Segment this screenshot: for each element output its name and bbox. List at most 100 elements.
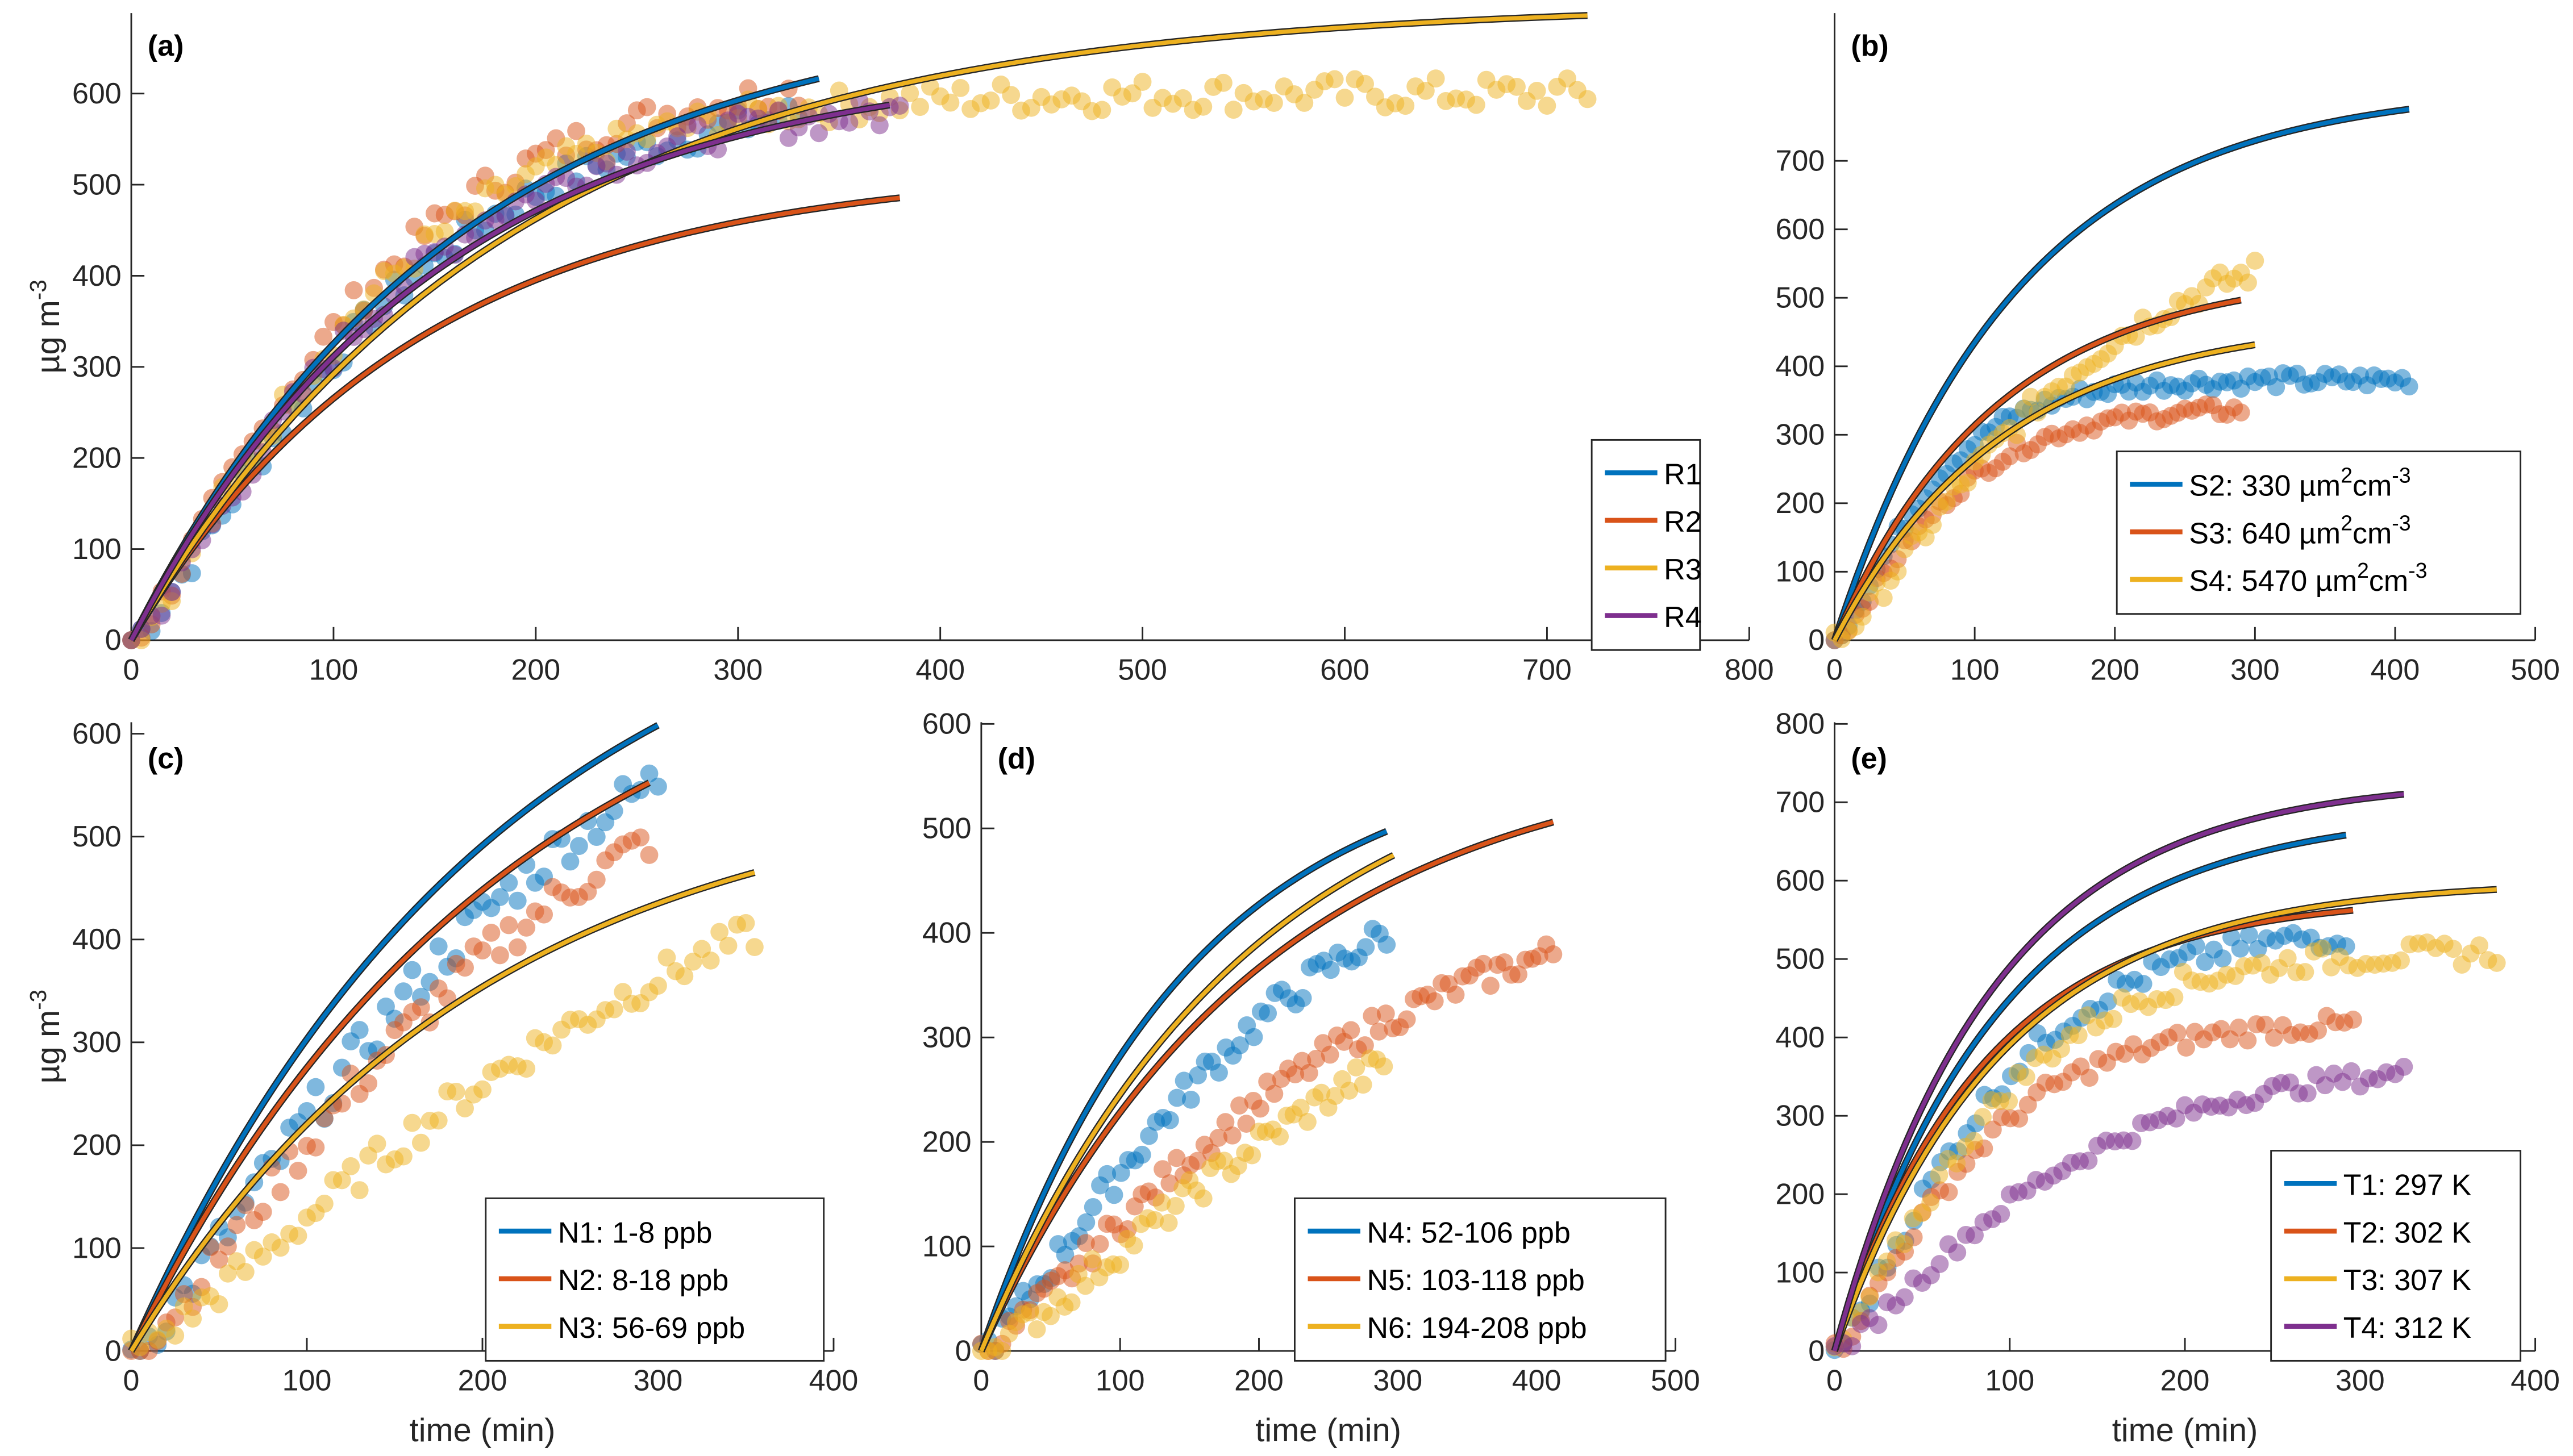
scatter-point (1231, 1036, 1249, 1054)
scatter-point (638, 98, 656, 116)
scatter-point (1356, 938, 1375, 957)
scatter-point (810, 124, 828, 143)
scatter-point (1895, 1235, 1914, 1253)
scatter-point (1090, 1234, 1109, 1253)
scatter-point (1209, 1129, 1228, 1147)
legend: S2: 330 µm2cm-3S3: 640 µm2cm-3S4: 5470 µ… (2116, 450, 2522, 615)
legend-label-R4: R4 (1664, 601, 1701, 634)
scatter-point (1509, 965, 1527, 984)
y-axis-label-superscript: -3 (25, 990, 51, 1010)
fit-line-N6 (979, 853, 1395, 1352)
scatter-point (871, 116, 889, 135)
scatter-point (2256, 1015, 2275, 1034)
scatter-point (1974, 1108, 1992, 1127)
y-tick-label: 0 (105, 624, 122, 657)
x-tick-label: 400 (809, 1364, 859, 1397)
scatter-series-T4 (1825, 1058, 2413, 1355)
scatter-point (2487, 954, 2506, 972)
y-tick-label: 200 (1775, 487, 1825, 520)
scatter-point (1152, 1193, 1171, 1212)
scatter-point (1215, 1152, 1234, 1170)
scatter-point (1369, 1022, 1388, 1041)
scatter-point (306, 1138, 325, 1157)
scatter-point (1356, 74, 1374, 93)
scatter-point (535, 905, 553, 924)
y-tick-label: 600 (922, 708, 972, 741)
scatter-point (2395, 1058, 2413, 1076)
scatter-point (1140, 1127, 1158, 1145)
fit-line-S3 (1833, 298, 2242, 641)
scatter-point (1210, 1063, 1228, 1082)
scatter-point (2231, 939, 2250, 958)
scatter-point (1895, 540, 1914, 558)
scatter-point (508, 938, 527, 957)
x-tick-label: 100 (1985, 1364, 2034, 1397)
legend-label-text: N5: 103-118 ppb (1367, 1264, 1585, 1297)
scatter-point (911, 98, 929, 116)
x-tick-label: 300 (2335, 1364, 2385, 1397)
y-tick-label: 300 (72, 1026, 122, 1059)
scatter-point (1291, 1099, 1310, 1117)
legend-label-R1: R1 (1664, 458, 1701, 491)
x-axis-label: time (min) (2112, 1412, 2258, 1449)
scatter-point (456, 958, 474, 977)
scatter-point (684, 952, 702, 971)
scatter-point (2296, 963, 2314, 981)
legend-label-N2: N2: 8-18 ppb (558, 1264, 728, 1297)
scatter-point (289, 1226, 307, 1245)
scatter-point (1888, 562, 1907, 581)
scatter-point (1133, 1145, 1151, 1164)
panel-label: (a) (148, 30, 184, 62)
legend-label-text: T3: 307 K (2343, 1264, 2472, 1297)
scatter-point (1295, 94, 1314, 112)
legend-unit: cm (2353, 517, 2392, 550)
scatter-point (1544, 945, 1563, 963)
y-tick-label: 500 (72, 820, 122, 853)
scatter-point (2231, 403, 2250, 422)
scatter-point (1467, 95, 1485, 114)
scatter-point (517, 919, 536, 937)
scatter-point (1895, 1288, 1914, 1307)
scatter-point (1921, 1194, 1940, 1212)
y-tick-label: 200 (922, 1125, 972, 1158)
scatter-point (394, 982, 413, 1001)
legend-superscript: -3 (2392, 511, 2410, 535)
scatter-point (561, 852, 580, 871)
legend-label-text: N4: 52-106 ppb (1367, 1216, 1571, 1249)
x-tick-label: 300 (713, 653, 763, 686)
scatter-point (473, 941, 492, 959)
scatter-point (668, 127, 686, 145)
x-tick-label: 200 (2090, 653, 2139, 686)
scatter-point (890, 97, 909, 115)
scatter-point (1347, 1058, 1365, 1077)
x-tick-label: 200 (511, 653, 560, 686)
scatter-point (1167, 1149, 1186, 1167)
scatter-point (649, 777, 667, 796)
y-tick-label: 400 (922, 917, 972, 950)
y-axis-label: µg m-3 (25, 990, 66, 1084)
scatter-point (570, 837, 588, 856)
scatter-point (2400, 377, 2418, 396)
scatter-point (1271, 1127, 1289, 1146)
scatter-point (901, 84, 919, 102)
scatter-point (1098, 1165, 1117, 1183)
y-tick-label: 100 (922, 1230, 972, 1263)
x-tick-label: 700 (1522, 653, 1572, 686)
x-axis-label: time (min) (410, 1412, 556, 1449)
scatter-point (332, 1171, 351, 1190)
scatter-point (1105, 1186, 1123, 1204)
legend-unit: cm (2353, 470, 2392, 503)
scatter-point (1869, 1316, 1888, 1334)
x-tick-label: 0 (973, 1364, 989, 1397)
y-axis-label-superscript: -3 (25, 279, 51, 300)
scatter-point (1527, 81, 1546, 100)
y-axis-label-base: µg m (30, 1010, 66, 1084)
scatter-point (1377, 936, 1396, 954)
fit-line-N4 (979, 829, 1388, 1352)
scatter-point (368, 1134, 386, 1153)
scatter-point (1214, 73, 1233, 92)
scatter-point (1508, 77, 1526, 96)
scatter-point (1265, 94, 1283, 112)
scatter-point (2238, 1031, 2257, 1050)
scatter-point (1159, 1213, 1178, 1232)
